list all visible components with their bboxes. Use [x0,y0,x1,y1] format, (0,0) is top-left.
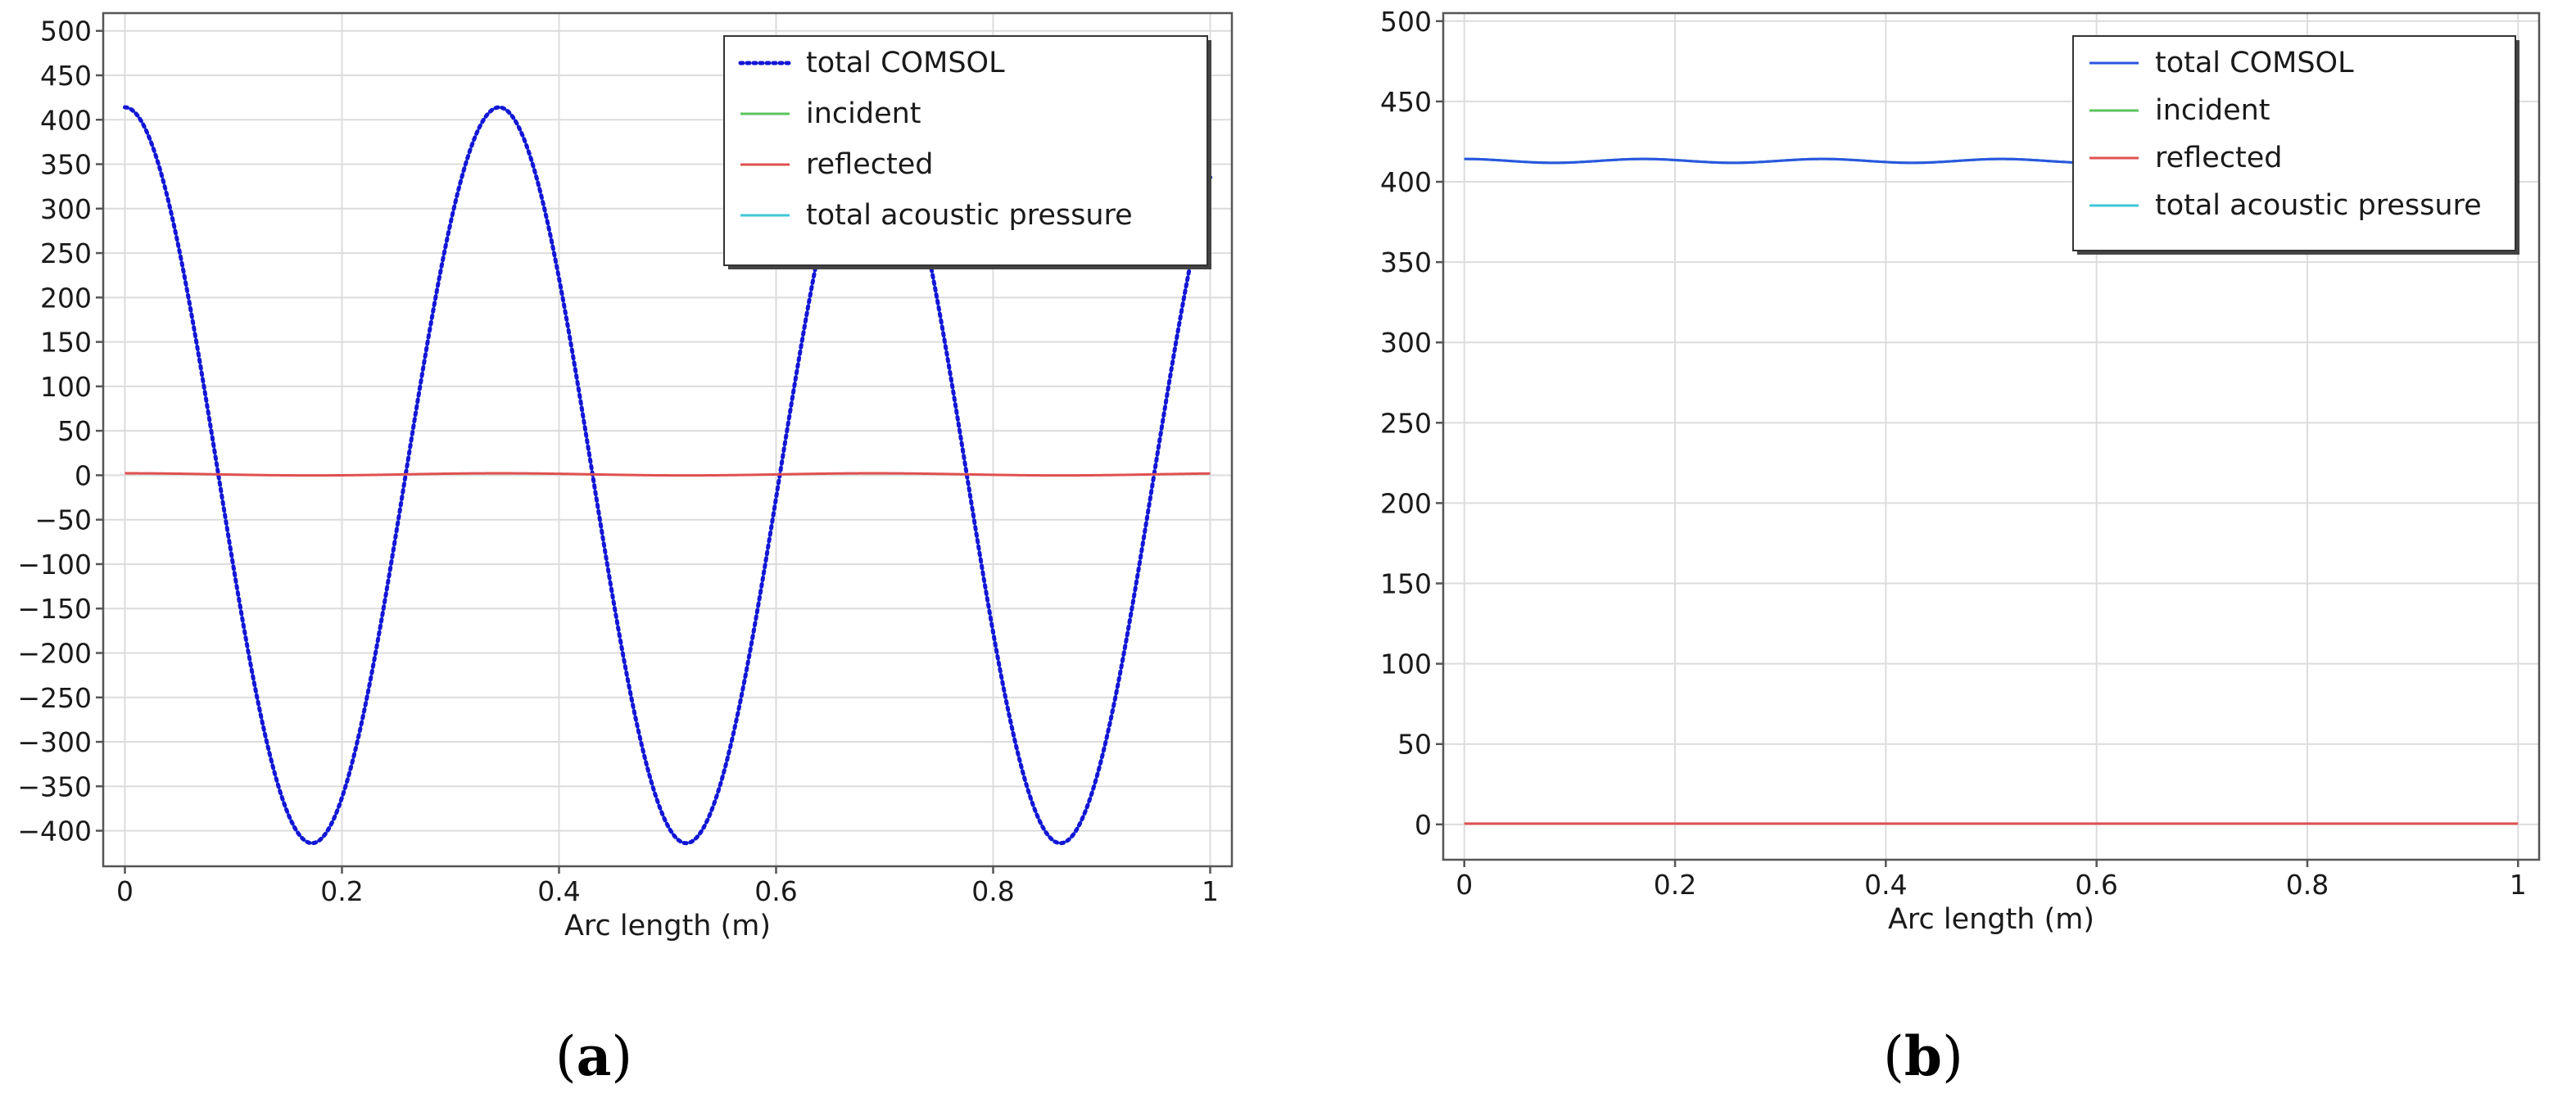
chart-0-ytick-label-2: 400 [40,104,92,136]
chart-0-series-2-line [124,472,1211,477]
chart-1-ytick-label-4: 300 [1380,327,1432,359]
chart-0-ytick-label-4: 300 [40,193,92,225]
chart-1-ytick-label-3: 350 [1380,246,1432,278]
chart-0-ytick-label-3: 350 [40,149,92,181]
chart-1-xtick-label-0: 0 [1456,869,1473,901]
chart-1-ytick-label-10: 0 [1415,809,1432,841]
chart-0-caption-open: ( [555,1025,577,1088]
chart-1-ytick-label-0: 500 [1380,6,1432,38]
chart-0-caption-close: ) [611,1025,632,1088]
chart-1-frame [1442,11,2541,861]
chart-1-xlabel: Arc length (m) [1888,903,2094,936]
chart-1-caption-letter: b [1904,1024,1942,1088]
chart-1-xtick-label-4: 0.8 [2286,869,2329,901]
chart-0-ytick-label-8: 100 [40,371,92,403]
chart-0-series-group [123,105,1212,846]
chart-1-xtick-label-1: 0.2 [1654,869,1696,901]
chart-0-ytick-label-16: −300 [17,726,92,758]
chart-1-caption-open: ( [1883,1025,1904,1088]
chart-1-caption-close: ) [1942,1025,1963,1088]
chart-0-legend-label-3: total acoustic pressure [806,199,1133,232]
chart-1-xtick-label-2: 0.4 [1864,869,1907,901]
chart-0-ytick-label-14: −200 [17,638,92,670]
chart-1-ytick-label-1: 450 [1380,86,1432,118]
chart-1-legend-label-1: incident [2155,94,2270,127]
chart-1-legend-box [2072,35,2516,251]
chart-0-ytick-label-17: −350 [17,770,92,802]
chart-1-ytick-label-9: 50 [1397,729,1432,761]
chart-b-svg: 0 0.2 0.4 0.6 0.8 150045040035030025020015010… [1380,6,2541,1088]
chart-0-xtick-label-2: 0.4 [537,875,580,907]
chart-0-xtick-label-3: 0.6 [754,875,797,907]
chart-0-xlabel: Arc length (m) [564,910,771,942]
chart-0-legend-label-2: reflected [806,148,933,181]
chart-1-ytick-label-6: 200 [1380,487,1432,519]
chart-0-ytick-label-18: −400 [17,816,92,847]
chart-0-xtick-label-4: 0.8 [971,875,1014,907]
chart-panel-a: 0 0.2 0.4 0.6 0.8 1 500 450 400 350 300 250 200 150 10… [0,0,1278,1098]
chart-0-ytick-label-7: 150 [40,327,92,359]
chart-1-ytick-label-8: 100 [1380,648,1432,680]
chart-a-svg: 0 0.2 0.4 0.6 0.8 150045040035030025020015010… [17,11,1234,1088]
chart-0-ytick-label-15: −250 [17,682,92,714]
chart-1-xtick-label-3: 0.6 [2075,869,2117,901]
chart-0-series-0-line [123,105,1212,846]
chart-0-caption-letter: a [577,1024,612,1088]
chart-1-ytick-label-2: 400 [1380,166,1432,198]
chart-1-legend-label-0: total COMSOL [2155,47,2354,79]
chart-0-ytick-label-11: −50 [34,504,92,536]
chart-0-ytick-label-0: 500 [40,16,92,47]
chart-0-legend-box [723,35,1208,266]
chart-0-frame [102,11,1234,868]
chart-0-ytick-label-6: 200 [40,282,92,314]
chart-0-ytick-label-12: −100 [17,549,92,581]
chart-panel-b: 0 0.2 0.4 0.6 0.8 1 500 450 400 350 300 250 200 150 10… [1311,0,2576,1098]
chart-0-ytick-label-5: 250 [40,237,92,269]
chart-1-ytick-label-5: 250 [1380,407,1432,439]
chart-0-ytick-label-9: 50 [57,415,92,447]
chart-0-ytick-label-13: −150 [17,593,92,625]
chart-0-ytick-label-1: 450 [40,60,92,92]
chart-1-legend-label-3: total acoustic pressure [2155,189,2482,222]
chart-0-legend-label-0: total COMSOL [806,47,1005,79]
chart-0-caption: (a) [555,1024,632,1088]
chart-1-legend-label-2: reflected [2155,142,2282,174]
chart-1-xtick-label-5: 1 [2510,869,2527,901]
chart-0-legend-label-1: incident [806,97,921,130]
chart-1-caption: (b) [1883,1024,1963,1088]
chart-1-ytick-label-7: 150 [1380,568,1432,600]
chart-0-xtick-label-5: 1 [1202,875,1219,907]
chart-0-ytick-label-10: 0 [75,459,92,491]
chart-0-xtick-label-0: 0 [116,875,134,907]
chart-0-xtick-label-1: 0.2 [320,875,363,907]
